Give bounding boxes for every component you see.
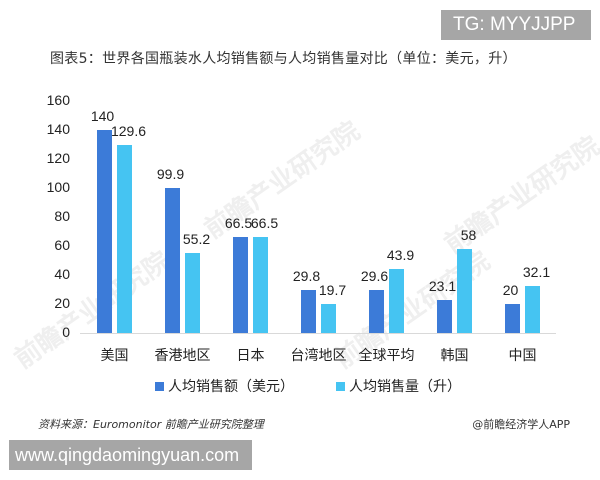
y-tick-label: 140 bbox=[46, 121, 70, 137]
bar-value-label: 23.1 bbox=[428, 277, 457, 294]
bar-sales-volume bbox=[253, 236, 268, 333]
x-axis-line bbox=[80, 333, 556, 334]
bar-sales-volume bbox=[457, 248, 472, 333]
bar-value-label: 58 bbox=[460, 226, 477, 243]
x-category-label: 美国 bbox=[100, 348, 129, 364]
bar-value-label: 29.6 bbox=[360, 268, 389, 285]
legend-item-sales-amount: 人均销售额（美元） bbox=[155, 376, 294, 396]
bar-value-label: 43.9 bbox=[386, 247, 415, 264]
x-category-label: 全球平均 bbox=[358, 348, 415, 364]
bar-value-label: 32.1 bbox=[522, 264, 551, 281]
bar-sales-amount bbox=[505, 304, 520, 333]
bar-sales-volume bbox=[117, 145, 132, 333]
y-tick-label: 60 bbox=[54, 237, 70, 253]
credit-note: @前瞻经济学人APP bbox=[472, 418, 570, 431]
y-tick-label: 160 bbox=[46, 92, 70, 108]
bar-value-label: 19.7 bbox=[318, 282, 347, 299]
bar-sales-volume bbox=[321, 304, 336, 333]
bar-sales-volume bbox=[389, 269, 404, 333]
bar-sales-amount bbox=[97, 130, 112, 333]
bar-value-label: 20 bbox=[502, 282, 519, 298]
bar-sales-volume bbox=[185, 252, 200, 333]
legend-label: 人均销售量（升） bbox=[349, 379, 461, 395]
x-category-label: 台湾地区 bbox=[290, 348, 347, 364]
x-category-label: 中国 bbox=[508, 348, 537, 364]
legend-swatch-dark-blue bbox=[155, 381, 164, 391]
legend-item-sales-volume: 人均销售量（升） bbox=[336, 376, 461, 396]
bar-value-label: 129.6 bbox=[110, 123, 147, 140]
bar-value-label: 66.5 bbox=[224, 214, 253, 231]
x-category-label: 韩国 bbox=[440, 348, 469, 364]
bar-value-label: 66.5 bbox=[250, 214, 279, 231]
y-tick-label: 80 bbox=[54, 208, 70, 224]
y-tick-label: 20 bbox=[54, 295, 70, 311]
chart-legend: 人均销售额（美元） 人均销售量（升） bbox=[155, 376, 461, 396]
bar-sales-volume bbox=[525, 286, 540, 333]
y-tick-label: 120 bbox=[46, 150, 70, 166]
tg-badge: TG: MYYJJPP bbox=[441, 10, 591, 40]
legend-swatch-light-blue bbox=[336, 381, 345, 391]
bar-sales-amount bbox=[233, 236, 248, 333]
bar-sales-amount bbox=[301, 289, 316, 333]
x-category-label: 香港地区 bbox=[154, 348, 211, 364]
bar-value-label: 140 bbox=[90, 108, 115, 124]
legend-label: 人均销售额（美元） bbox=[168, 379, 294, 395]
y-tick-label: 0 bbox=[62, 324, 70, 340]
chart-title: 图表5：世界各国瓶装水人均销售额与人均销售量对比（单位：美元，升） bbox=[50, 51, 517, 67]
bar-value-label: 29.8 bbox=[292, 267, 321, 284]
bar-value-label: 55.2 bbox=[182, 230, 211, 247]
bar-value-label: 99.9 bbox=[156, 166, 185, 183]
x-category-label: 日本 bbox=[236, 348, 265, 364]
bar-sales-amount bbox=[369, 290, 384, 333]
data-source-note: 资料来源：Euromonitor 前瞻产业研究院整理 bbox=[38, 418, 264, 431]
y-tick-label: 40 bbox=[54, 266, 70, 282]
bar-sales-amount bbox=[437, 299, 452, 333]
y-tick-label: 100 bbox=[46, 179, 70, 195]
bar-sales-amount bbox=[165, 188, 180, 333]
url-badge: www.qingdaomingyuan.com bbox=[9, 440, 252, 470]
